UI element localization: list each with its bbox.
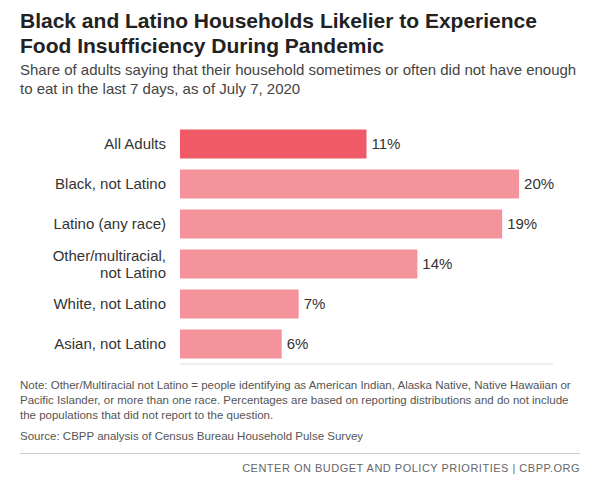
svg-text:14%: 14% xyxy=(422,255,452,272)
svg-text:All Adults: All Adults xyxy=(104,135,166,152)
svg-text:6%: 6% xyxy=(287,335,309,352)
html-text:Source: CBPP analysis of Censu: Source: CBPP analysis of Census Bureau H… xyxy=(20,430,364,442)
svg-text:Asian, not Latino: Asian, not Latino xyxy=(54,335,166,352)
svg-text:Other/multiracial,not Latino: Other/multiracial,not Latino xyxy=(53,247,166,281)
svg-text:7%: 7% xyxy=(304,295,326,312)
svg-text:11%: 11% xyxy=(372,135,401,152)
svg-text:20%: 20% xyxy=(524,175,554,192)
svg-text:19%: 19% xyxy=(507,215,537,232)
html-text:Black and Latino Households Li: Black and Latino Households Likelier to … xyxy=(20,9,537,57)
html-text:Note: Other/Multiracial not La: Note: Other/Multiracial not Latino = peo… xyxy=(20,379,571,421)
html-text:Share of adults saying that th: Share of adults saying that their househ… xyxy=(20,61,577,97)
svg-text:Black, not Latino: Black, not Latino xyxy=(55,175,166,192)
svg-text:Latino (any race): Latino (any race) xyxy=(53,215,166,232)
svg-text:White, not Latino: White, not Latino xyxy=(53,295,166,312)
html-text:CENTER ON BUDGET AND POLICY PR: CENTER ON BUDGET AND POLICY PRIORITIES |… xyxy=(242,462,580,474)
